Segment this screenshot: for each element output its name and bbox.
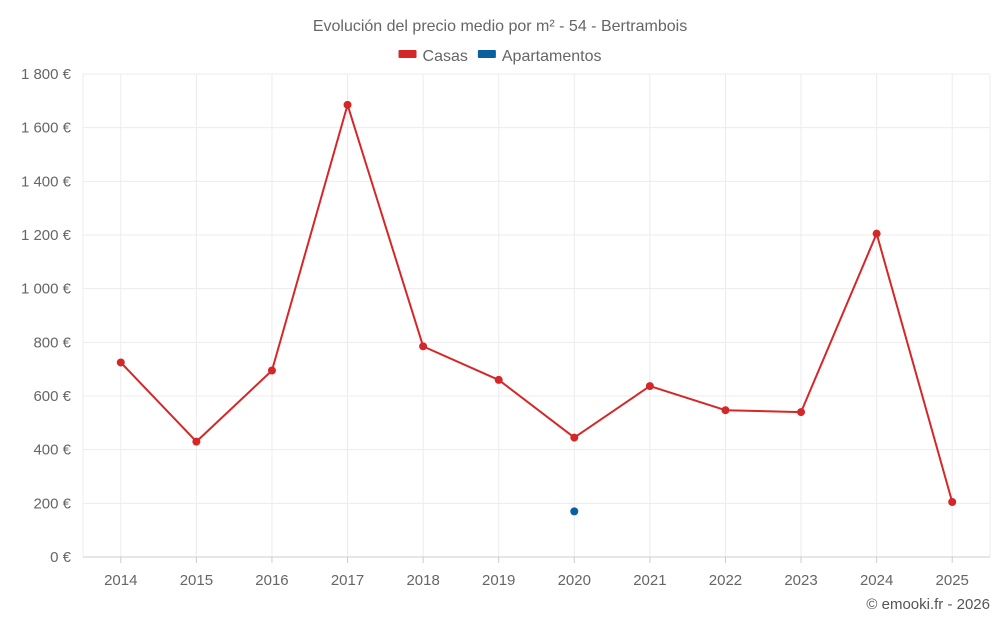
x-tick-label: 2020: [558, 572, 591, 589]
y-tick-label: 200 €: [33, 495, 71, 512]
grid: [82, 73, 991, 557]
chart-title: Evolución del precio medio por m² - 54 -…: [313, 18, 687, 35]
data-point-casas[interactable]: [948, 497, 957, 506]
data-point-casas[interactable]: [116, 358, 125, 367]
y-tick-label: 800 €: [33, 334, 71, 351]
legend-swatch: [398, 50, 417, 58]
data-point-casas[interactable]: [570, 433, 579, 442]
x-tick-label: 2021: [633, 572, 666, 589]
y-tick-label: 400 €: [33, 442, 71, 459]
x-tick-label: 2015: [180, 572, 213, 589]
data-point-apartamentos[interactable]: [570, 507, 579, 516]
data-point-casas[interactable]: [343, 100, 352, 109]
credit-text: © emooki.fr - 2026: [866, 596, 990, 613]
x-tick-label: 2016: [255, 572, 288, 589]
x-tick-label: 2024: [860, 572, 893, 589]
x-tick-label: 2025: [936, 572, 969, 589]
data-point-casas[interactable]: [872, 229, 881, 238]
x-tick-label: 2018: [406, 572, 439, 589]
legend-label: Casas: [423, 48, 468, 65]
data-point-casas[interactable]: [721, 406, 730, 415]
legend-label: Apartamentos: [502, 48, 602, 65]
y-axis: 0 € 200 € 400 € 600 € 800 € 1 000 € 1 200 € 1 4…: [21, 66, 72, 566]
legend-item-casas[interactable]: Casas: [398, 48, 468, 65]
x-tick-label: 2014: [104, 572, 137, 589]
legend-swatch: [477, 50, 496, 58]
x-tick-label: 2019: [482, 572, 515, 589]
y-tick-label: 1 600 €: [21, 120, 72, 137]
x-axis: 2014 2015 2016 2017 2018 2019 2020 2021 2022 2023…: [83, 556, 990, 589]
series-line-casas: [120, 103, 954, 503]
data-point-casas[interactable]: [419, 342, 428, 351]
legend: Casas Apartamentos: [398, 48, 602, 65]
y-tick-label: 1 800 €: [21, 66, 72, 83]
x-tick-label: 2023: [784, 572, 817, 589]
y-tick-label: 1 200 €: [21, 227, 72, 244]
x-tick-label: 2022: [709, 572, 742, 589]
y-tick-label: 0 €: [50, 549, 72, 566]
legend-item-apartamentos[interactable]: Apartamentos: [477, 48, 602, 65]
plot-area: [116, 100, 957, 516]
x-tick-label: 2017: [331, 572, 364, 589]
data-point-casas[interactable]: [797, 408, 806, 417]
y-tick-label: 1 400 €: [21, 173, 72, 190]
y-tick-label: 1 000 €: [21, 281, 72, 298]
data-point-casas[interactable]: [645, 382, 654, 391]
data-point-casas[interactable]: [267, 366, 276, 375]
y-tick-label: 600 €: [33, 388, 71, 405]
data-point-casas[interactable]: [192, 437, 201, 446]
data-point-casas[interactable]: [494, 375, 503, 384]
